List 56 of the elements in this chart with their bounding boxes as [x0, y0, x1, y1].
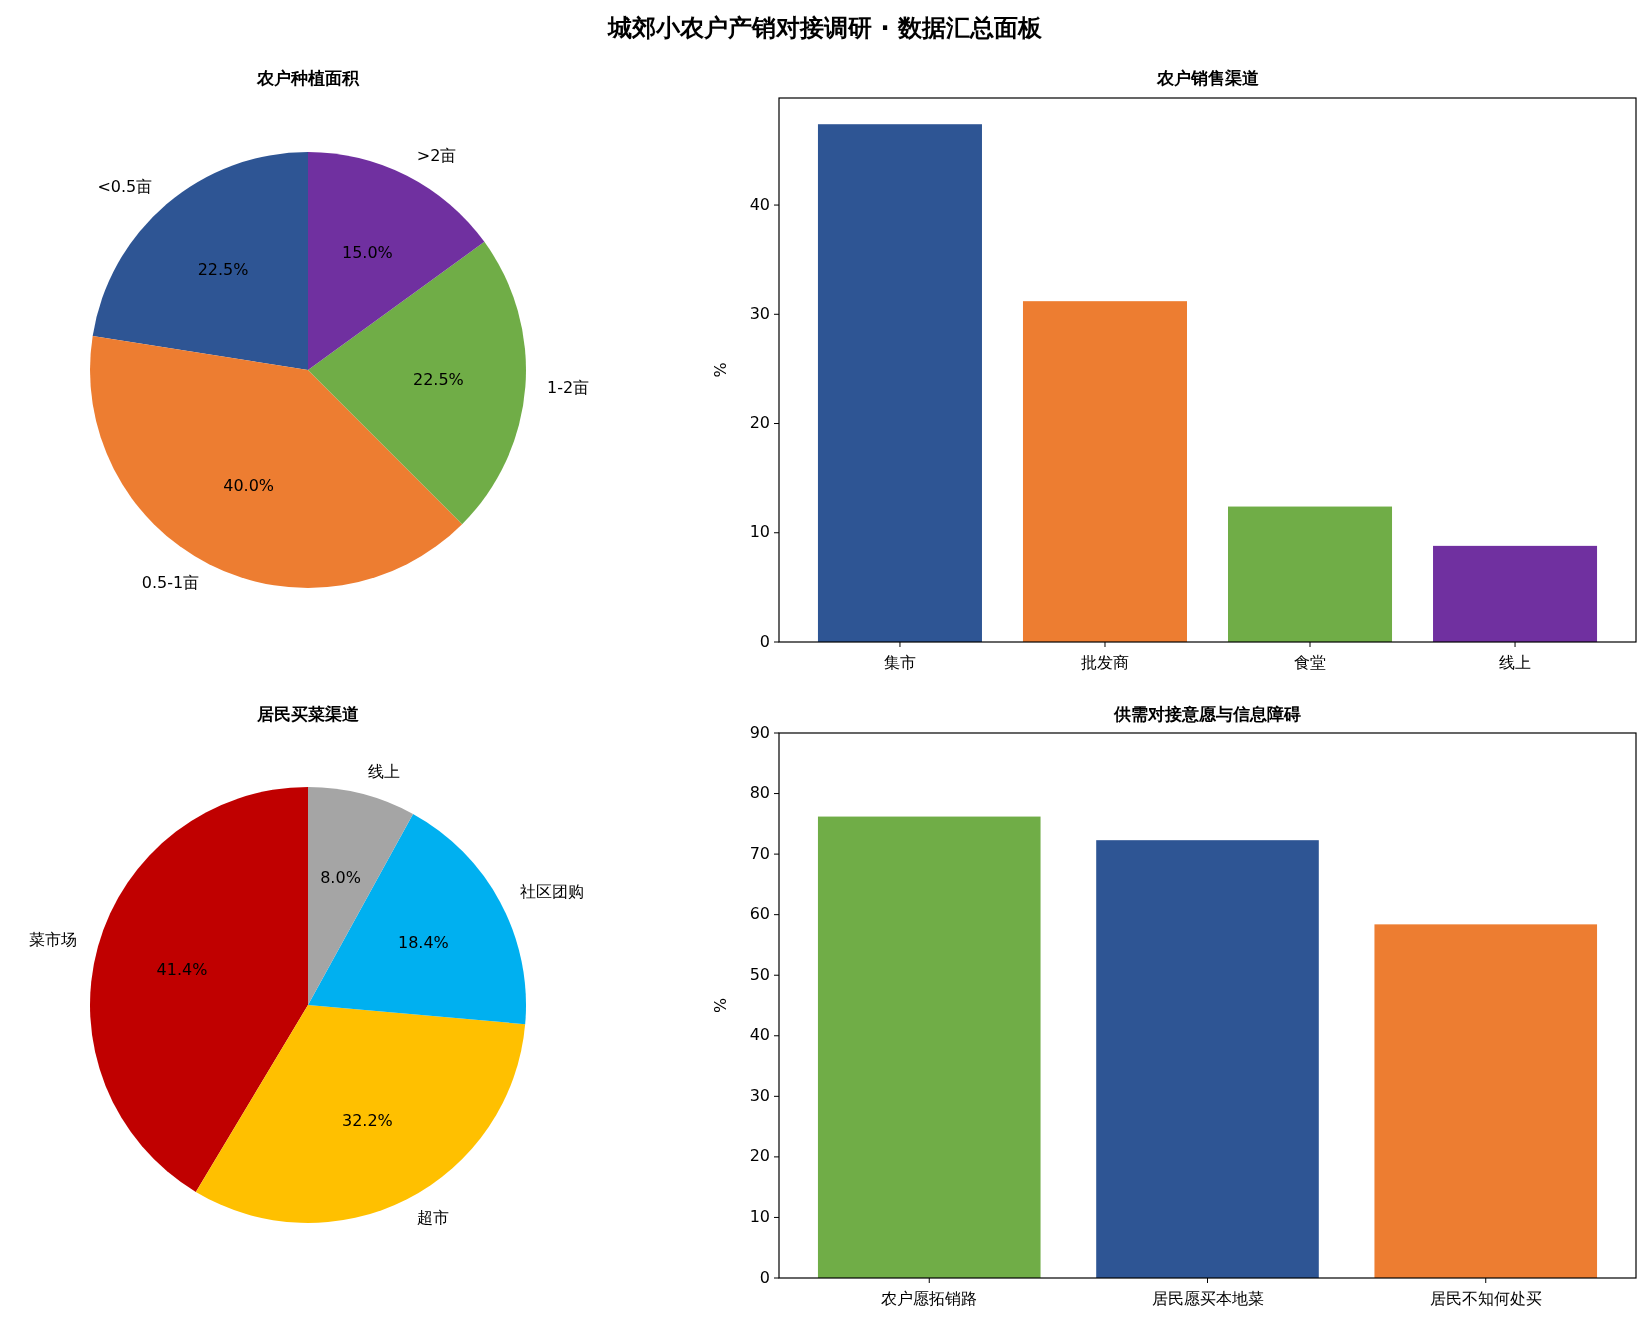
data-label: 32.2% — [341, 1111, 393, 1131]
y-tick-label: 30 — [749, 303, 770, 323]
data-label: 41.4% — [156, 959, 208, 979]
y-tick-label: 90 — [749, 722, 770, 742]
y-tick-label: 10 — [749, 522, 770, 542]
data-label: 18.4% — [397, 932, 449, 952]
y-tick-label: 20 — [749, 413, 770, 433]
y-tick-label: 80 — [749, 783, 770, 803]
chart-title: 农户销售渠道 — [1155, 68, 1259, 88]
bar — [817, 816, 1041, 1278]
y-tick-label: 50 — [749, 964, 770, 984]
bar — [1096, 840, 1319, 1278]
x-tick-label: 批发商 — [1080, 653, 1129, 672]
y-tick-label: 40 — [749, 194, 770, 214]
bar — [817, 124, 982, 642]
slice-label: 菜市场 — [28, 930, 77, 950]
slice-label: 1-2亩 — [547, 378, 590, 398]
slice-label: <0.5亩 — [97, 177, 153, 197]
pie-slice — [90, 335, 463, 588]
chart-title: 供需对接意愿与信息障碍 — [1113, 704, 1301, 724]
data-label: 22.5% — [412, 369, 464, 389]
y-tick-label: 20 — [749, 1146, 770, 1166]
x-tick-label: 线上 — [1499, 653, 1532, 672]
chart-title: 居民买菜渠道 — [256, 704, 359, 724]
y-tick-label: 70 — [749, 843, 770, 863]
data-label: 15.0% — [341, 242, 393, 262]
y-tick-label: 10 — [749, 1206, 770, 1226]
slice-label: 0.5-1亩 — [141, 573, 200, 593]
x-tick-label: 农户愿拓销路 — [881, 1289, 978, 1308]
pie-slice — [90, 787, 308, 1192]
data-label: 40.0% — [223, 476, 275, 496]
data-label: 22.5% — [197, 260, 249, 280]
y-axis-title: % — [710, 362, 730, 378]
slice-label: 超市 — [416, 1208, 449, 1228]
slice-label: 社区团购 — [519, 881, 584, 901]
x-tick-label: 居民愿买本地菜 — [1151, 1289, 1264, 1308]
slice-label: 线上 — [367, 762, 400, 782]
bar — [1374, 924, 1598, 1278]
slice-label: >2亩 — [416, 145, 457, 165]
text: 城郊小农户产销对接调研 · 数据汇总面板 — [607, 14, 1043, 42]
y-tick-label: 0 — [759, 631, 770, 651]
data-label: 8.0% — [320, 867, 361, 887]
bar — [1433, 545, 1598, 642]
y-tick-label: 0 — [759, 1267, 770, 1287]
x-tick-label: 居民不知何处买 — [1429, 1289, 1542, 1308]
y-axis-title: % — [710, 997, 730, 1014]
bar — [1022, 301, 1187, 642]
y-tick-label: 40 — [749, 1025, 770, 1045]
y-tick-label: 60 — [749, 904, 770, 924]
y-tick-label: 30 — [749, 1085, 770, 1105]
x-tick-label: 集市 — [883, 653, 916, 672]
x-tick-label: 食堂 — [1294, 653, 1327, 672]
pie-slice — [308, 241, 526, 525]
chart-title: 农户种植面积 — [256, 68, 360, 88]
pie-slice — [92, 152, 308, 370]
bar — [1228, 506, 1393, 642]
